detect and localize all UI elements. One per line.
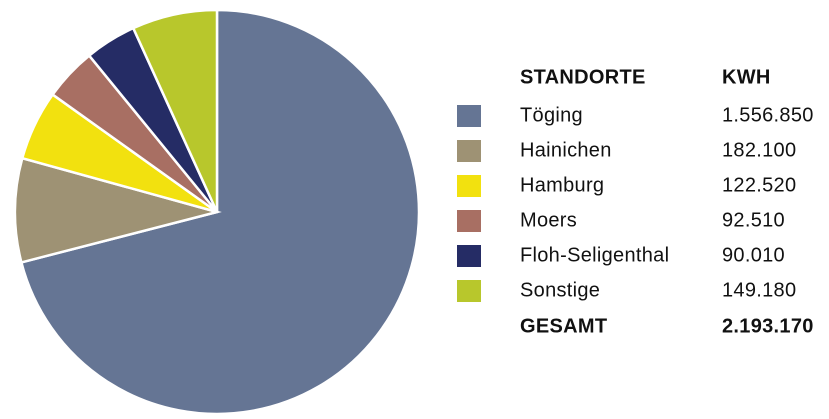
total-label: GESAMT [520, 315, 607, 337]
pie-slice [131, 8, 219, 213]
pie-slice [13, 156, 222, 264]
legend-value: 90.010 [722, 244, 785, 266]
legend-name: Floh-Seligenthal [520, 244, 669, 266]
legend-swatch [457, 105, 481, 127]
legend-name: Hainichen [520, 139, 612, 161]
legend-name: Sonstige [520, 279, 600, 301]
legend-swatch [457, 245, 481, 267]
legend-name: Hamburg [520, 174, 604, 196]
legend-swatch [457, 280, 481, 302]
legend-name: Moers [520, 209, 577, 231]
legend-value: 92.510 [722, 209, 785, 231]
legend-name: Töging [520, 104, 583, 126]
legend-value: 122.520 [722, 174, 796, 196]
legend-swatch [457, 175, 481, 197]
legend-swatch [457, 210, 481, 232]
legend-header-name: STANDORTE [520, 66, 646, 88]
total-value: 2.193.170 [722, 315, 814, 337]
legend-header-value: KWH [722, 66, 771, 88]
legend-value: 182.100 [722, 139, 796, 161]
legend-value: 149.180 [722, 279, 796, 301]
legend-swatch [457, 140, 481, 162]
legend-value: 1.556.850 [722, 104, 814, 126]
